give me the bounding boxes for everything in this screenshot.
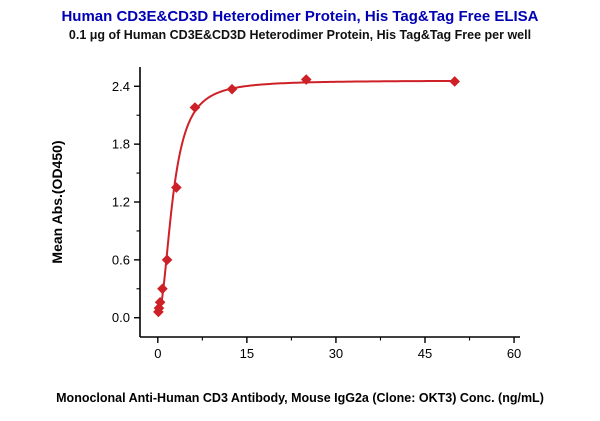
data-point bbox=[189, 102, 201, 113]
x-tick-label: 30 bbox=[329, 346, 343, 361]
y-tick-label: 2.4 bbox=[112, 79, 130, 94]
data-point bbox=[154, 296, 166, 308]
x-tick-label: 60 bbox=[507, 346, 521, 361]
y-tick-label: 1.8 bbox=[112, 137, 130, 152]
data-point bbox=[171, 182, 182, 193]
y-tick-label: 0.0 bbox=[112, 310, 130, 325]
y-tick-label: 1.2 bbox=[112, 195, 130, 210]
x-tick-label: 15 bbox=[240, 346, 254, 361]
data-point bbox=[153, 302, 165, 314]
data-point bbox=[449, 76, 460, 87]
fit-curve bbox=[157, 79, 455, 315]
plot-area: 0 15 30 45 60 0.0 0.6 1.2 1.8 2.4 Mean Abs.(OD450) bbox=[49, 67, 521, 361]
x-tick-label: 45 bbox=[418, 346, 432, 361]
x-tick-label: 0 bbox=[154, 346, 161, 361]
data-point bbox=[157, 283, 168, 295]
chart-title: Human CD3E&CD3D Heterodimer Protein, His… bbox=[61, 8, 539, 25]
y-axis-title: Mean Abs.(OD450) bbox=[49, 140, 65, 263]
data-point bbox=[300, 74, 312, 85]
y-tick-label: 0.6 bbox=[112, 252, 130, 267]
chart-subtitle: 0.1 μg of Human CD3E&CD3D Heterodimer Pr… bbox=[68, 28, 532, 42]
x-axis-label: Monoclonal Anti-Human CD3 Antibody, Mous… bbox=[56, 391, 544, 405]
plot-wrap: 0 15 30 45 60 0.0 0.6 1.2 1.8 2.4 Mean Abs.(OD450) bbox=[0, 42, 600, 389]
data-point bbox=[161, 254, 173, 266]
data-point bbox=[226, 83, 238, 95]
